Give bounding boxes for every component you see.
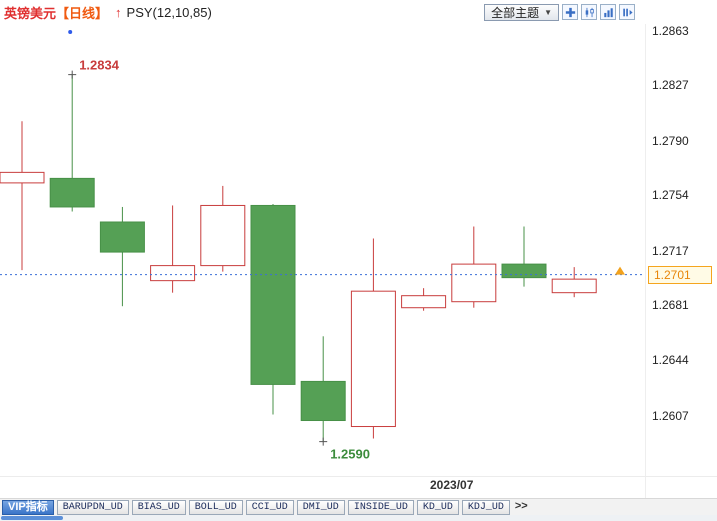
horizontal-scrollbar[interactable] [0, 515, 717, 521]
price-axis: 1.2701 1.2863 1.2827 1.2790 1.2754 1.2717 1.2… [645, 24, 717, 498]
x-axis-line [0, 476, 717, 477]
chart-region: 1.2834 1.2590 2023/07 1.2701 1.2863 1.2827… [0, 24, 717, 498]
trend-up-arrow-icon: ↑ [115, 4, 122, 20]
event-dot [68, 30, 73, 34]
add-indicator-button[interactable] [562, 4, 578, 20]
down-candle-body [250, 204, 296, 385]
up-candle-body [451, 263, 497, 303]
down-candle-body [99, 221, 145, 253]
low-marker-cross [319, 437, 328, 446]
y-axis-label: 1.2717 [652, 243, 689, 258]
candlestick-icon [585, 7, 594, 17]
chevron-down-icon: ▼ [544, 7, 552, 17]
down-candle-body [49, 177, 95, 208]
symbol-name: 英镑美元 [4, 5, 57, 21]
theme-dropdown-label: 全部主题 [491, 5, 540, 20]
y-axis-label: 1.2863 [652, 24, 689, 38]
playback-icon [622, 8, 633, 16]
x-axis-date-label: 2023/07 [430, 478, 474, 492]
up-candle-body [150, 265, 196, 282]
low-annotation: 1.2590 [330, 447, 370, 462]
tab-dmi-ud[interactable]: DMI_UD [296, 499, 345, 515]
up-candle-body [350, 290, 396, 428]
y-axis-label: 1.2681 [652, 297, 689, 312]
chart-header: 英镑美元 【日线】 ↑ PSY(12,10,85) 全部主题 ▼ [0, 0, 717, 24]
down-candle-body [300, 380, 346, 422]
high-annotation: 1.2834 [79, 58, 120, 73]
chart-title-group: 英镑美元 【日线】 ↑ PSY(12,10,85) [4, 3, 212, 22]
down-candle-body [501, 263, 547, 279]
tab-barupdn-ud[interactable]: BARUPDN_UD [56, 499, 129, 515]
tab-boll-ud[interactable]: BOLL_UD [188, 499, 243, 515]
chart-toolbar: 全部主题 ▼ [484, 3, 713, 21]
candlestick-view-button[interactable] [581, 4, 597, 20]
up-candle-body [0, 171, 45, 184]
up-candle-body [200, 204, 246, 267]
tab-kdj-ud[interactable]: KDJ_UD [461, 499, 510, 515]
indicator-tabbar: VIP指标 BARUPDN_UD BIAS_UD BOLL_UD CCI_UD DMI_U… [0, 498, 717, 515]
tab-bias-ud[interactable]: BIAS_UD [131, 499, 186, 515]
scrollbar-thumb[interactable] [1, 516, 63, 520]
latest-price-marker [615, 266, 625, 275]
y-axis-label: 1.2754 [652, 187, 689, 202]
period-label: 【日线】 [56, 5, 109, 21]
y-axis-label: 1.2827 [652, 78, 689, 93]
y-axis-label: 1.2607 [652, 409, 689, 423]
y-axis-label: 1.2790 [652, 133, 689, 148]
add-icon [565, 7, 575, 17]
tab-vip-indicators[interactable]: VIP指标 [2, 499, 54, 515]
indicator-name-label: PSY(12,10,85) [126, 4, 212, 20]
up-candle-body [551, 278, 597, 294]
tab-inside-ud[interactable]: INSIDE_UD [347, 499, 414, 515]
playback-view-button[interactable] [619, 4, 635, 20]
tab-more[interactable]: >> [514, 499, 528, 512]
y-axis-label: 1.2644 [652, 353, 689, 368]
chart-canvas[interactable]: 1.2834 1.2590 2023/07 [0, 24, 645, 498]
up-candle-body [401, 295, 447, 309]
candlestick-chart[interactable]: 1.2834 1.2590 [0, 24, 645, 498]
bar-chart-icon [603, 7, 613, 17]
current-price-badge: 1.2701 [648, 265, 712, 284]
bar-chart-view-button[interactable] [600, 4, 616, 20]
high-marker-cross [68, 70, 77, 79]
tab-cci-ud[interactable]: CCI_UD [245, 499, 294, 515]
tab-kd-ud[interactable]: KD_UD [416, 499, 459, 515]
theme-dropdown-button[interactable]: 全部主题 ▼ [484, 3, 559, 21]
